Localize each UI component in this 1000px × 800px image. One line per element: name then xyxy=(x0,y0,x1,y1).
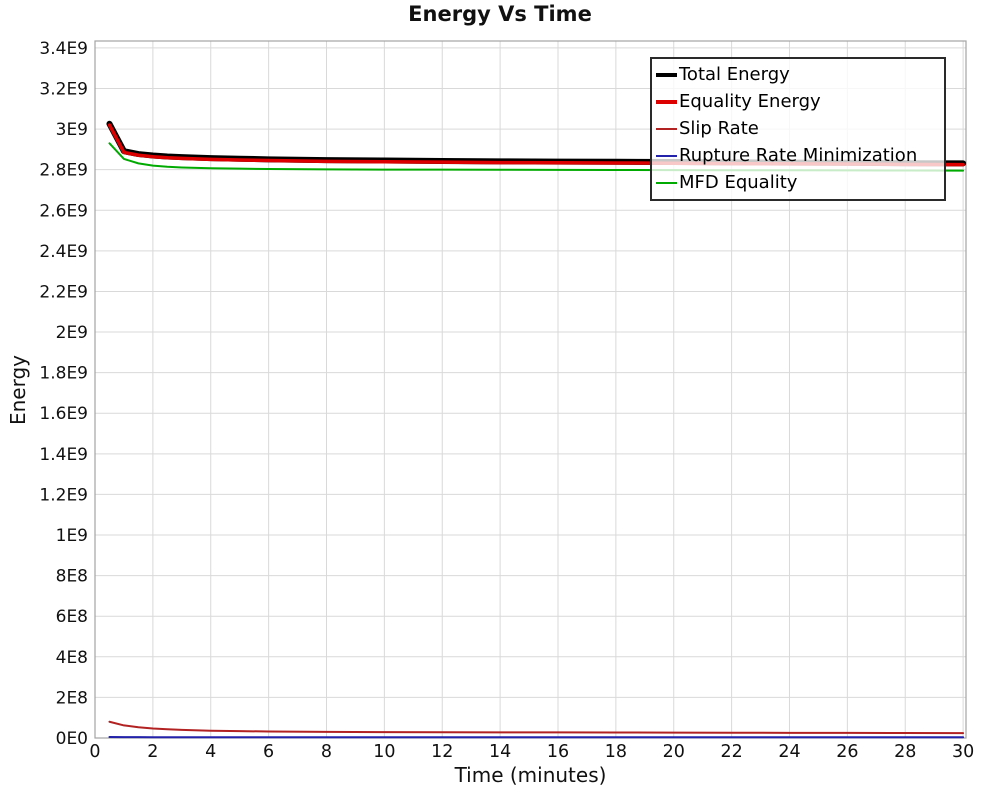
y-tick-label: 1.6E9 xyxy=(39,404,88,424)
legend-item-rupture-rate-minimization: Rupture Rate Minimization xyxy=(656,146,942,166)
y-tick-label: 1E9 xyxy=(56,526,88,546)
x-tick-label: 6 xyxy=(263,742,274,762)
y-tick-label: 3.2E9 xyxy=(39,79,88,99)
legend-label: MFD Equality xyxy=(679,172,798,194)
x-tick-label: 28 xyxy=(894,742,916,762)
x-tick-label: 20 xyxy=(663,742,685,762)
rupture-rate-minimization-line-swatch xyxy=(656,155,677,158)
y-tick-label: 0E0 xyxy=(56,729,88,749)
x-tick-label: 10 xyxy=(373,742,395,762)
y-tick-label: 1.8E9 xyxy=(39,364,88,384)
y-tick-label: 3E9 xyxy=(56,120,88,140)
y-tick-label: 2.2E9 xyxy=(39,282,88,302)
x-tick-label: 18 xyxy=(605,742,627,762)
y-tick-label: 6E8 xyxy=(56,607,88,627)
y-tick-label: 2.6E9 xyxy=(39,201,88,221)
x-tick-label: 2 xyxy=(147,742,158,762)
legend-item-slip-rate: Slip Rate xyxy=(656,119,942,139)
mfd-equality-line-swatch xyxy=(656,182,677,185)
x-axis-title: Time (minutes) xyxy=(454,763,607,787)
y-tick-label: 1.4E9 xyxy=(39,445,88,465)
x-tick-label: 24 xyxy=(778,742,800,762)
y-tick-label: 1.2E9 xyxy=(39,485,88,505)
legend-item-total-energy: Total Energy xyxy=(656,63,942,85)
legend-label: Equality Energy xyxy=(679,90,821,112)
equality-energy-line-swatch xyxy=(656,99,677,104)
x-tick-label: 4 xyxy=(205,742,216,762)
x-tick-label: 14 xyxy=(489,742,511,762)
series-line-slip-rate xyxy=(108,720,965,735)
y-tick-label: 4E8 xyxy=(56,648,88,668)
x-tick-label: 30 xyxy=(952,742,974,762)
x-tick-label: 26 xyxy=(836,742,858,762)
legend-label: Total Energy xyxy=(679,63,790,85)
legend-item-equality-energy: Equality Energy xyxy=(656,92,942,112)
x-tick-label: 0 xyxy=(89,742,100,762)
x-tick-label: 8 xyxy=(321,742,332,762)
slip-rate-line-swatch xyxy=(656,127,677,130)
x-tick-label: 22 xyxy=(720,742,742,762)
x-tick-label: 16 xyxy=(547,742,569,762)
y-tick-label: 2E9 xyxy=(56,323,88,343)
total-energy-line-swatch xyxy=(656,72,677,77)
chart-title: Energy Vs Time xyxy=(408,2,592,26)
y-tick-label: 2.4E9 xyxy=(39,242,88,262)
legend-item-mfd-equality: MFD Equality xyxy=(656,173,942,193)
y-tick-label: 2.8E9 xyxy=(39,161,88,181)
y-axis-title: Energy xyxy=(6,354,30,426)
y-tick-label: 8E8 xyxy=(56,567,88,587)
legend-label: Slip Rate xyxy=(679,118,759,140)
x-tick-label: 12 xyxy=(431,742,453,762)
y-tick-label: 3.4E9 xyxy=(39,39,88,59)
legend-label: Rupture Rate Minimization xyxy=(679,145,918,167)
y-tick-label: 2E8 xyxy=(56,688,88,708)
legend: Total Energy Equality Energy Slip Rate R… xyxy=(650,57,946,201)
